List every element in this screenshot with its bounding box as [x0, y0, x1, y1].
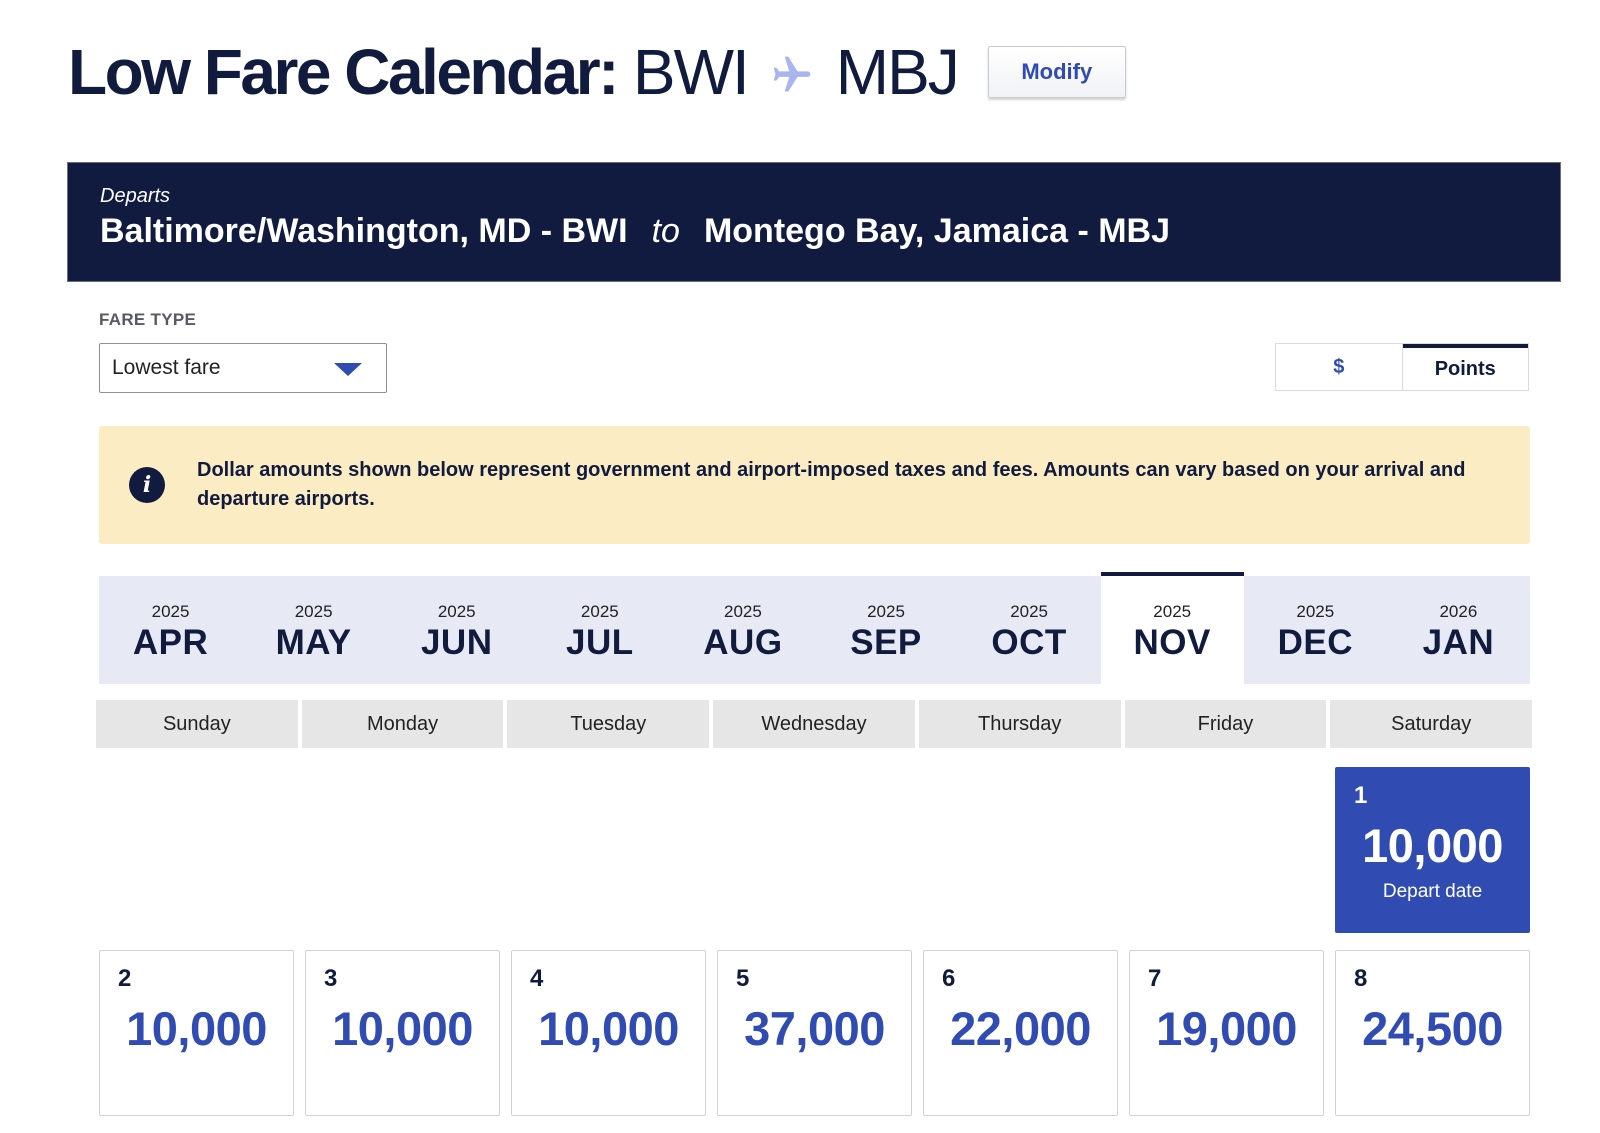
month-tab-label: JUL: [566, 622, 634, 662]
day-number: 3: [324, 965, 338, 992]
month-tab-year: 2025: [1010, 601, 1049, 621]
points-toggle-button[interactable]: Points: [1402, 344, 1528, 390]
month-tab-label: APR: [132, 622, 209, 662]
weekday-friday: Friday: [1124, 700, 1327, 748]
fare-points: 10,000: [332, 1002, 473, 1055]
fare-points: 22,000: [950, 1002, 1091, 1055]
origin-code: BWI: [632, 36, 750, 108]
day-number: 5: [736, 965, 750, 992]
month-tab-label: NOV: [1133, 622, 1211, 662]
calendar-day-cell[interactable]: 2 10,000: [99, 950, 294, 1116]
tab-month-jun[interactable]: 2025 JUN: [385, 576, 528, 684]
fare-points: 10,000: [538, 1002, 679, 1055]
departs-label: Departs: [100, 185, 171, 207]
fare-points: 10,000: [1362, 819, 1503, 872]
day-number: 1: [1354, 782, 1368, 809]
month-tab-label: DEC: [1277, 622, 1353, 662]
fare-points: 24,500: [1362, 1002, 1503, 1055]
tab-month-nov[interactable]: 2025 NOV: [1100, 572, 1244, 684]
empty-day-cell: [1129, 767, 1324, 933]
calendar-day-cell[interactable]: 5 37,000: [717, 950, 912, 1116]
month-tab-year: 2025: [867, 601, 905, 621]
empty-day-cell: [717, 767, 912, 933]
month-tab-label: JUN: [420, 622, 493, 662]
weekday-monday: Monday: [301, 700, 504, 748]
tab-month-jan[interactable]: 2026 JAN: [1387, 576, 1530, 684]
month-tab-label: AUG: [703, 622, 783, 662]
info-icon: i: [129, 467, 165, 503]
month-tab-year: 2025: [151, 601, 190, 621]
tab-month-may[interactable]: 2025 MAY: [242, 576, 385, 684]
empty-day-cell: [511, 767, 706, 933]
fare-type-label: FARE TYPE: [99, 310, 197, 329]
calendar-day-cell[interactable]: 1 10,000 Depart date: [1335, 767, 1530, 933]
empty-day-cell: [305, 767, 500, 933]
month-tabs: 2025 APR 2025 MAY 2025 JUN 2025 JUL 2025 AUG 2025 S…: [99, 572, 1530, 684]
weekday-wednesday: Wednesday: [713, 700, 915, 748]
calendar-day-cell[interactable]: 8 24,500: [1335, 950, 1530, 1116]
tab-month-sep[interactable]: 2025 SEP: [814, 576, 957, 684]
day-number: 7: [1148, 965, 1162, 992]
page-title: Low Fare Calendar: BWI MBJ Modify: [68, 30, 1126, 114]
modify-button[interactable]: Modify: [987, 46, 1126, 98]
fare-type-select[interactable]: Lowest fare: [99, 343, 387, 393]
month-tab-year: 2025: [294, 601, 333, 621]
calendar-day-cell[interactable]: 4 10,000: [511, 950, 706, 1116]
page-title-label: Low Fare Calendar:: [68, 36, 619, 108]
tab-month-jul[interactable]: 2025 JUL: [528, 576, 671, 684]
route-banner: Departs Baltimore/Washington, MD - BWI t…: [67, 162, 1561, 282]
empty-day-cell: [923, 767, 1118, 933]
info-notice: i Dollar amounts shown below represent g…: [99, 426, 1530, 544]
day-number: 2: [118, 965, 132, 992]
info-notice-text: Dollar amounts shown below represent gov…: [197, 459, 1466, 510]
weekday-sunday: Sunday: [96, 700, 298, 748]
calendar-day-cell[interactable]: 3 10,000: [305, 950, 500, 1116]
weekday-thursday: Thursday: [918, 700, 1121, 748]
month-tab-label: MAY: [275, 622, 352, 662]
route-line: Baltimore/Washington, MD - BWI to Monteg…: [100, 212, 1528, 251]
fare-points: 37,000: [744, 1002, 885, 1055]
plane-icon: [773, 56, 811, 92]
weekday-tuesday: Tuesday: [507, 700, 710, 748]
selected-date-tag: Depart date: [1382, 881, 1483, 902]
month-tab-label: JAN: [1422, 622, 1495, 662]
tab-month-dec[interactable]: 2025 DEC: [1244, 576, 1387, 684]
tab-month-apr[interactable]: 2025 APR: [99, 576, 242, 684]
month-tab-label: OCT: [991, 622, 1067, 662]
day-number: 8: [1354, 965, 1368, 992]
day-number: 4: [530, 965, 544, 992]
route-to-label: to: [651, 212, 680, 250]
calendar-day-cell[interactable]: 6 22,000: [923, 950, 1118, 1116]
calendar-day-cell[interactable]: 7 19,000: [1129, 950, 1324, 1116]
dollar-toggle-button[interactable]: $: [1276, 344, 1403, 390]
month-tab-year: 2025: [1153, 601, 1192, 621]
currency-toggle: $ Points: [1275, 343, 1529, 391]
month-tab-year: 2025: [1296, 601, 1335, 621]
month-tab-year: 2025: [437, 601, 476, 621]
day-number: 6: [942, 965, 956, 992]
fare-points: 10,000: [126, 1002, 267, 1055]
tab-month-aug[interactable]: 2025 AUG: [671, 576, 814, 684]
calendar-grid: 1 10,000 Depart date 2 10,000 3 10,000 4 10,000 5…: [99, 767, 1530, 1133]
chevron-down-icon: [334, 363, 362, 376]
origin-name: Baltimore/Washington, MD - BWI: [100, 212, 628, 250]
weekday-saturday: Saturday: [1330, 700, 1533, 748]
destination-name: Montego Bay, Jamaica - MBJ: [703, 212, 1171, 250]
month-tab-year: 2025: [580, 601, 619, 621]
month-tab-year: 2025: [724, 601, 762, 621]
month-tab-year: 2026: [1439, 601, 1478, 621]
tab-month-oct[interactable]: 2025 OCT: [958, 576, 1101, 684]
weekday-header: Sunday Monday Tuesday Wednesday Thursday Frid…: [96, 700, 1533, 748]
month-tab-label: SEP: [850, 622, 922, 662]
fare-type-value: Lowest fare: [112, 356, 221, 379]
empty-day-cell: [99, 767, 294, 933]
fare-points: 19,000: [1156, 1002, 1297, 1055]
destination-code: MBJ: [835, 36, 960, 108]
